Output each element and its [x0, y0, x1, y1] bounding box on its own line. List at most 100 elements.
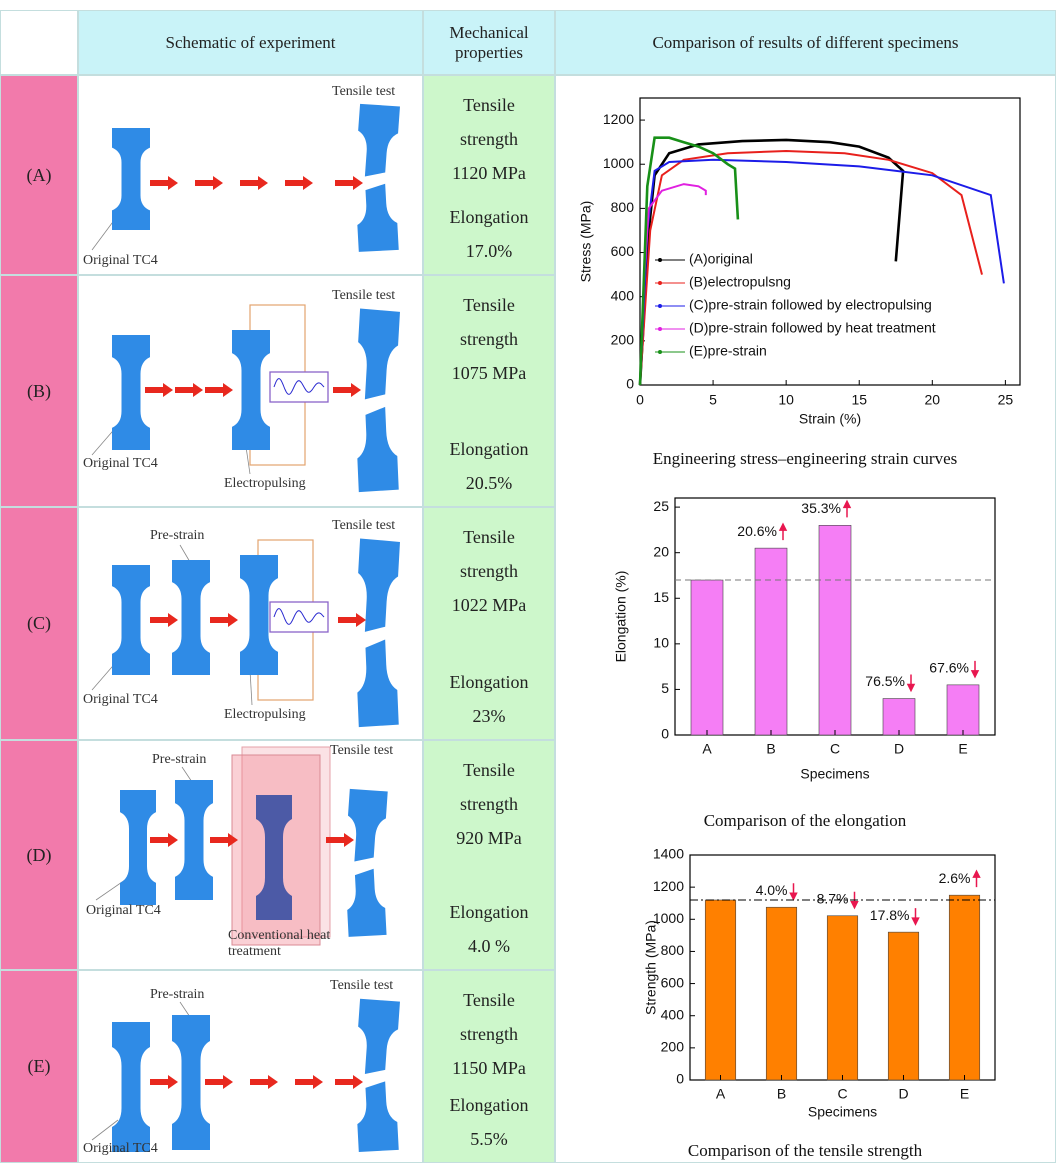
specimen — [112, 128, 150, 230]
process-arrow — [175, 383, 203, 397]
bar — [883, 699, 915, 735]
x-tick-label: E — [960, 1086, 969, 1102]
y-tick-label: 5 — [661, 680, 669, 696]
change-label: 67.6% — [929, 660, 969, 676]
process-arrow — [150, 833, 178, 847]
process-arrow — [210, 613, 238, 627]
schematic-label: Pre-strain — [150, 528, 204, 544]
x-tick-label: 15 — [851, 392, 867, 408]
y-axis-label: Stress (MPa) — [578, 201, 594, 283]
x-tick-label: 5 — [709, 392, 717, 408]
change-arrow — [972, 661, 978, 677]
y-tick-label: 0 — [626, 376, 634, 392]
bar — [949, 895, 980, 1080]
pulse-generator — [270, 602, 328, 632]
change-arrow — [908, 675, 914, 691]
legend-label: (B)electropulsng — [689, 274, 791, 290]
schematic-label: Original TC4 — [83, 456, 158, 472]
y-tick-label: 20 — [653, 543, 669, 559]
schematic-label: Conventional heat treatment — [228, 928, 333, 960]
leader-line — [180, 545, 190, 562]
x-tick-label: C — [837, 1086, 847, 1102]
change-arrow — [780, 524, 786, 540]
page: Schematic of experiment Mechanical prope… — [0, 0, 1056, 1163]
broken-specimen-bottom — [355, 639, 399, 727]
change-label: 17.8% — [870, 907, 910, 923]
x-tick-label: C — [830, 741, 840, 757]
broken-specimen-top — [355, 999, 400, 1076]
y-tick-label: 200 — [611, 332, 635, 348]
y-tick-label: 1200 — [603, 111, 634, 127]
change-label: 35.3% — [801, 500, 841, 516]
legend-dot — [658, 281, 662, 285]
specimen — [175, 780, 213, 900]
bar — [705, 900, 736, 1080]
change-arrow — [791, 883, 797, 899]
x-tick-label: D — [894, 741, 904, 757]
process-arrow — [205, 1075, 233, 1089]
process-arrow — [195, 176, 223, 190]
schematic-label: Electropulsing — [224, 476, 306, 492]
specimen — [232, 330, 270, 450]
y-tick-label: 1000 — [603, 155, 634, 171]
broken-specimen-top — [345, 789, 388, 864]
y-tick-label: 800 — [661, 942, 685, 958]
bar — [888, 932, 919, 1080]
specimen — [112, 565, 150, 675]
pulse-generator — [270, 372, 328, 402]
x-axis-label: Specimens — [800, 766, 869, 782]
process-arrow — [240, 176, 268, 190]
schematic-label: Tensile test — [332, 288, 395, 304]
schematic-label: Tensile test — [332, 84, 395, 100]
broken-specimen-top — [355, 309, 400, 402]
leader-line — [180, 1002, 190, 1017]
y-tick-label: 0 — [661, 726, 669, 742]
x-tick-label: B — [766, 741, 775, 757]
x-tick-label: A — [716, 1086, 726, 1102]
bar — [827, 916, 858, 1080]
process-arrow — [333, 383, 361, 397]
bar — [691, 580, 723, 735]
y-tick-label: 600 — [661, 974, 685, 990]
process-arrow — [250, 1075, 278, 1089]
x-tick-label: D — [898, 1086, 908, 1102]
stress-strain-curve — [640, 140, 903, 385]
process-arrow — [338, 613, 366, 627]
y-tick-label: 800 — [611, 199, 635, 215]
y-tick-label: 10 — [653, 635, 669, 651]
x-tick-label: E — [958, 741, 967, 757]
schematic-label: Pre-strain — [152, 752, 206, 768]
process-arrow — [145, 383, 173, 397]
change-arrow — [974, 871, 980, 887]
process-arrow — [150, 1075, 178, 1089]
x-tick-label: 10 — [778, 392, 794, 408]
y-tick-label: 600 — [611, 243, 635, 259]
x-tick-label: 0 — [636, 392, 644, 408]
process-arrow — [335, 176, 363, 190]
x-tick-label: B — [777, 1086, 786, 1102]
schematic-label: Tensile test — [330, 743, 393, 759]
legend-dot — [658, 350, 662, 354]
broken-specimen-bottom — [355, 1081, 399, 1152]
legend-label: (C)pre-strain followed by electropulsing — [689, 297, 932, 313]
schematic-label: Pre-strain — [150, 987, 204, 1003]
schematic-label: Original TC4 — [86, 903, 161, 919]
bar — [766, 907, 797, 1080]
chart-caption: Comparison of the tensile strength — [688, 1141, 923, 1160]
leader-line — [182, 767, 192, 782]
change-label: 2.6% — [939, 870, 971, 886]
process-arrow — [150, 613, 178, 627]
x-axis-label: Strain (%) — [799, 411, 861, 427]
process-arrow — [205, 383, 233, 397]
y-tick-label: 25 — [653, 498, 669, 514]
y-axis-label: Strength (MPa) — [643, 920, 659, 1015]
broken-specimen-bottom — [345, 868, 386, 937]
process-arrow — [295, 1075, 323, 1089]
y-axis-label: Elongation (%) — [613, 571, 629, 663]
change-label: 4.0% — [756, 882, 788, 898]
schematic-label: Electropulsing — [224, 707, 306, 723]
bar — [755, 548, 787, 735]
specimen — [172, 1015, 210, 1150]
change-arrow — [844, 501, 850, 517]
x-tick-label: 20 — [925, 392, 941, 408]
